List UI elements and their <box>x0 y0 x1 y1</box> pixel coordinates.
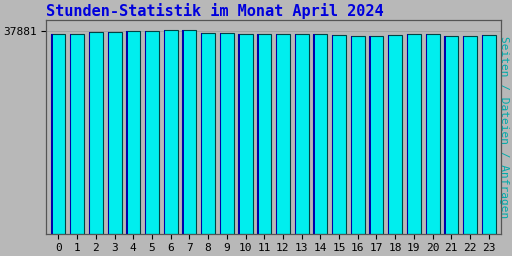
Bar <box>220 33 221 233</box>
Bar <box>332 35 333 233</box>
Bar <box>89 32 90 233</box>
Bar <box>351 36 352 233</box>
Bar <box>108 32 109 233</box>
Bar <box>370 36 371 233</box>
Bar <box>388 35 402 233</box>
Bar <box>444 36 458 233</box>
Bar <box>425 35 440 233</box>
Bar <box>407 34 408 233</box>
Bar <box>182 29 197 233</box>
Bar <box>201 33 215 233</box>
Bar <box>126 31 140 233</box>
Bar <box>70 34 84 233</box>
Bar <box>444 36 445 233</box>
Bar <box>257 34 259 233</box>
Bar <box>108 32 121 233</box>
Bar <box>70 34 71 233</box>
Bar <box>89 32 103 233</box>
Bar <box>313 34 315 233</box>
Bar <box>257 34 271 233</box>
Bar <box>51 34 53 233</box>
Bar <box>276 34 277 233</box>
Text: Stunden-Statistik im Monat April 2024: Stunden-Statistik im Monat April 2024 <box>46 3 384 19</box>
Y-axis label: Seiten / Dateien / Anfragen: Seiten / Dateien / Anfragen <box>499 36 509 218</box>
Bar <box>463 36 477 233</box>
Bar <box>220 33 234 233</box>
Bar <box>313 34 327 233</box>
Bar <box>239 34 252 233</box>
Bar <box>145 31 146 233</box>
Bar <box>482 35 496 233</box>
Bar <box>332 35 346 233</box>
Bar <box>51 34 66 233</box>
Bar <box>276 34 290 233</box>
Bar <box>425 35 427 233</box>
Bar <box>388 35 390 233</box>
Bar <box>164 30 165 233</box>
Bar <box>351 36 365 233</box>
Bar <box>182 29 184 233</box>
Bar <box>126 31 127 233</box>
Bar <box>482 35 483 233</box>
Bar <box>201 33 202 233</box>
Bar <box>370 36 383 233</box>
Bar <box>164 30 178 233</box>
Bar <box>294 34 309 233</box>
Bar <box>463 36 464 233</box>
Bar <box>407 34 421 233</box>
Bar <box>294 34 296 233</box>
Bar <box>239 34 240 233</box>
Bar <box>145 31 159 233</box>
